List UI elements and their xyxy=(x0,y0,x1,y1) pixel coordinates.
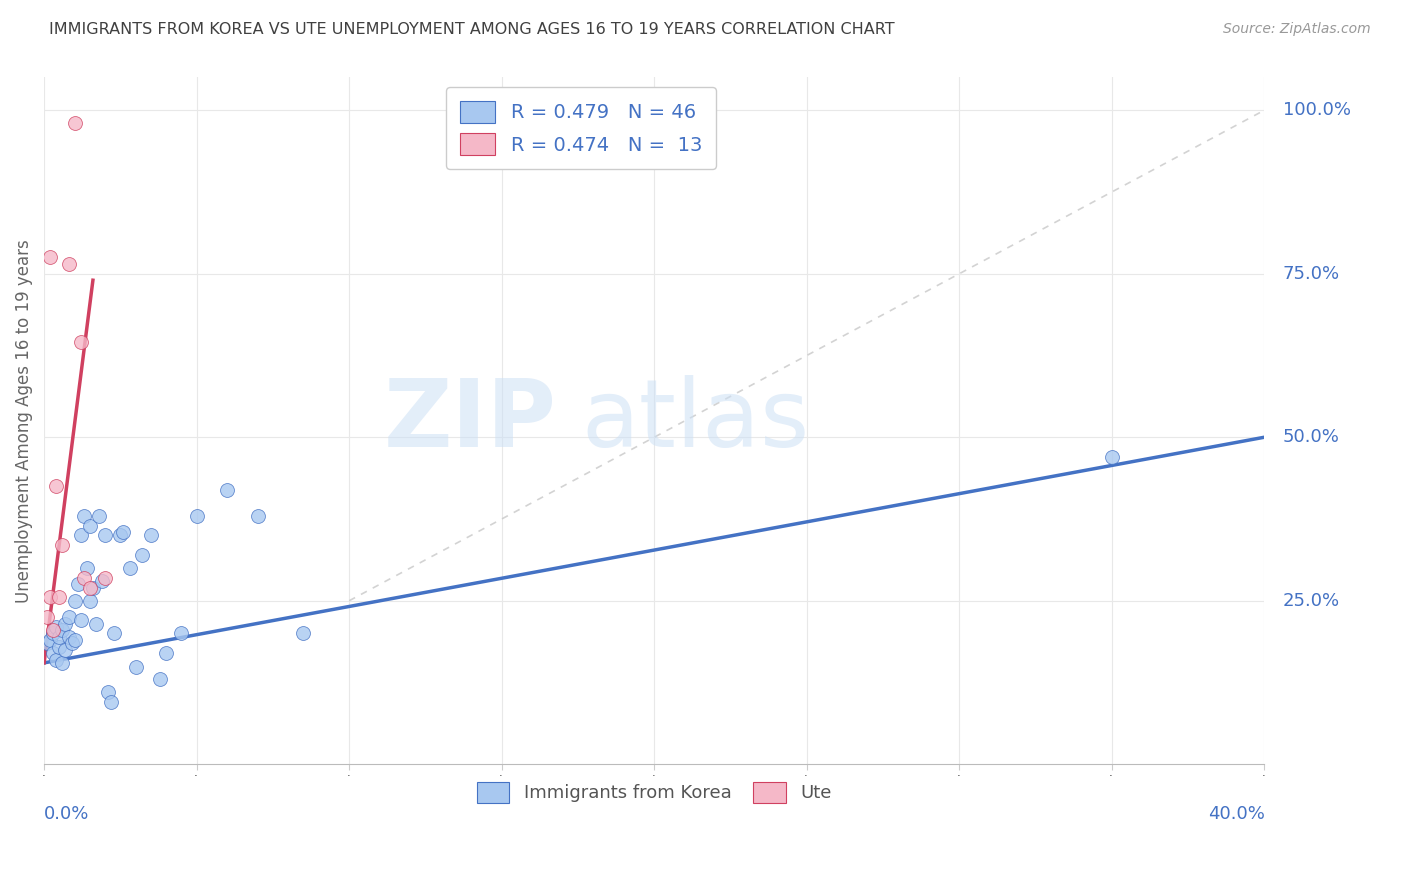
Point xyxy=(69,613,91,627)
Text: IMMIGRANTS FROM KOREA VS UTE UNEMPLOYMENT AMONG AGES 16 TO 19 YEARS CORRELATION : IMMIGRANTS FROM KOREA VS UTE UNEMPLOYMEN… xyxy=(49,22,894,37)
Point xyxy=(58,630,80,644)
Point xyxy=(66,577,89,591)
Point xyxy=(1101,450,1123,464)
Point xyxy=(97,685,120,699)
Point xyxy=(79,581,101,595)
Point xyxy=(112,524,135,539)
Legend: Immigrants from Korea, Ute: Immigrants from Korea, Ute xyxy=(467,771,842,814)
Point xyxy=(58,610,80,624)
Text: 0.0%: 0.0% xyxy=(44,805,90,823)
Point xyxy=(45,479,67,493)
Point xyxy=(51,623,73,637)
Point xyxy=(73,508,96,523)
Point xyxy=(45,620,67,634)
Point xyxy=(124,660,146,674)
Point xyxy=(155,646,177,660)
Point xyxy=(69,528,91,542)
Point xyxy=(51,656,73,670)
Point xyxy=(170,626,193,640)
Point xyxy=(103,626,125,640)
Point xyxy=(48,591,70,605)
Y-axis label: Unemployment Among Ages 16 to 19 years: Unemployment Among Ages 16 to 19 years xyxy=(15,239,32,603)
Point xyxy=(48,630,70,644)
Text: 40.0%: 40.0% xyxy=(1208,805,1264,823)
Point xyxy=(60,636,83,650)
Point xyxy=(37,636,59,650)
Point xyxy=(79,518,101,533)
Point xyxy=(51,538,73,552)
Point xyxy=(63,632,86,647)
Point xyxy=(63,116,86,130)
Text: 50.0%: 50.0% xyxy=(1282,428,1340,446)
Point xyxy=(45,652,67,666)
Point xyxy=(94,571,117,585)
Text: 75.0%: 75.0% xyxy=(1282,265,1340,283)
Point xyxy=(246,508,269,523)
Point xyxy=(55,642,77,657)
Text: atlas: atlas xyxy=(581,375,810,467)
Point xyxy=(42,626,65,640)
Text: 100.0%: 100.0% xyxy=(1282,101,1351,120)
Point xyxy=(186,508,208,523)
Point xyxy=(58,257,80,271)
Point xyxy=(292,626,315,640)
Point xyxy=(110,528,132,542)
Point xyxy=(131,548,153,562)
Point xyxy=(91,574,114,588)
Point xyxy=(84,616,107,631)
Point xyxy=(149,672,172,686)
Point xyxy=(87,508,110,523)
Point xyxy=(82,581,104,595)
Point xyxy=(79,593,101,607)
Point xyxy=(73,571,96,585)
Point xyxy=(76,561,98,575)
Point xyxy=(63,593,86,607)
Point xyxy=(42,646,65,660)
Point xyxy=(39,250,62,264)
Point xyxy=(100,695,122,709)
Text: ZIP: ZIP xyxy=(384,375,557,467)
Point xyxy=(94,528,117,542)
Point xyxy=(42,623,65,637)
Point xyxy=(48,640,70,654)
Text: Source: ZipAtlas.com: Source: ZipAtlas.com xyxy=(1223,22,1371,37)
Text: 25.0%: 25.0% xyxy=(1282,591,1340,610)
Point xyxy=(139,528,162,542)
Point xyxy=(217,483,239,497)
Point xyxy=(37,610,59,624)
Point xyxy=(55,616,77,631)
Point xyxy=(118,561,141,575)
Point xyxy=(39,632,62,647)
Point xyxy=(69,335,91,350)
Point xyxy=(39,591,62,605)
